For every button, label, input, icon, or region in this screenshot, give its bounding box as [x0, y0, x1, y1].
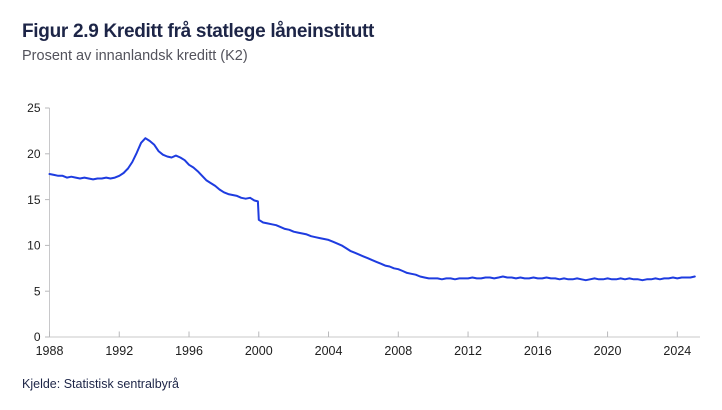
x-tick-label: 2016 [524, 344, 552, 358]
y-tick-label: 15 [27, 193, 41, 207]
x-tick-label: 1992 [105, 344, 133, 358]
x-tick-label: 2008 [384, 344, 412, 358]
y-tick-label: 0 [34, 330, 41, 344]
x-tick-label: 1996 [175, 344, 203, 358]
credit-line [48, 137, 696, 282]
y-tick-label: 5 [34, 284, 41, 298]
x-tick-label: 2020 [594, 344, 622, 358]
y-tick-label: 10 [27, 239, 41, 253]
y-tick-label: 20 [27, 147, 41, 161]
x-tick-label: 2012 [454, 344, 482, 358]
x-tick-label: 2000 [245, 344, 273, 358]
figure-title: Figur 2.9 Kreditt frå statlege låneinsti… [22, 21, 375, 42]
y-tick-label: 25 [27, 101, 41, 115]
x-tick-label: 2004 [315, 344, 343, 358]
x-tick-label: 2024 [663, 344, 691, 358]
figure-subtitle: Prosent av innanlandsk kreditt (K2) [22, 48, 248, 64]
x-tick-label: 1988 [36, 344, 64, 358]
source-note: Kjelde: Statistisk sentralbyrå [22, 377, 180, 391]
